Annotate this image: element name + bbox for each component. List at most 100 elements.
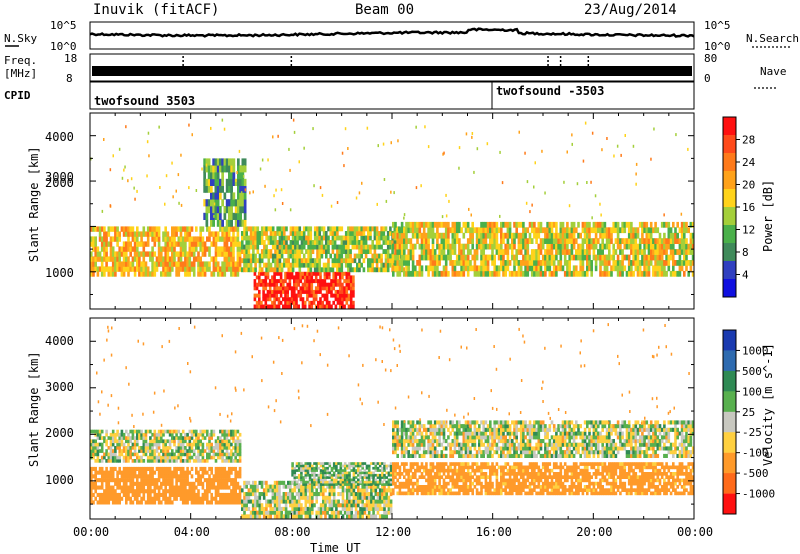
heatmap-cell xyxy=(398,227,402,234)
heatmap-cell xyxy=(360,244,363,250)
heatmap-cell xyxy=(566,238,569,244)
heatmap-cell xyxy=(466,270,470,277)
heatmap-cell xyxy=(164,470,167,475)
heatmap-cell xyxy=(667,243,671,250)
heatmap-cell xyxy=(118,485,121,490)
heatmap-cell xyxy=(273,488,277,493)
heatmap-cell xyxy=(276,226,279,232)
heatmap-cell xyxy=(370,488,373,493)
heatmap-cell xyxy=(533,270,536,277)
heatmap-cell xyxy=(525,201,528,205)
heatmap-cell xyxy=(291,492,294,497)
heatmap-cell xyxy=(243,506,246,511)
heatmap-cell xyxy=(326,471,329,475)
heatmap-cell xyxy=(581,265,585,272)
heatmap-cell xyxy=(236,470,240,475)
heatmap-cell xyxy=(548,221,552,228)
heatmap-cell xyxy=(354,484,358,489)
heatmap-cell xyxy=(273,194,275,198)
heatmap-cell xyxy=(271,495,275,500)
heatmap-cell xyxy=(289,244,293,250)
heatmap-cell xyxy=(544,270,547,277)
heatmap-cell xyxy=(346,510,349,515)
heatmap-cell xyxy=(136,496,139,501)
heatmap-cell xyxy=(131,466,135,471)
heatmap-cell xyxy=(511,249,514,255)
heatmap-cell xyxy=(131,474,135,479)
heatmap-cell xyxy=(92,266,95,272)
heatmap-cell xyxy=(383,464,386,468)
heatmap-cell xyxy=(645,270,649,277)
heatmap-cell xyxy=(319,304,322,309)
heatmap-cell xyxy=(236,241,240,247)
heatmap-cell xyxy=(245,226,248,232)
heatmap-cell xyxy=(302,483,305,486)
heatmap-cell xyxy=(118,432,121,437)
heatmap-cell xyxy=(302,235,306,241)
heatmap-cell xyxy=(120,452,124,457)
heatmap-cell xyxy=(125,481,128,486)
heatmap-cell xyxy=(367,258,370,264)
heatmap-cell xyxy=(116,496,119,501)
heatmap-cell xyxy=(594,221,598,228)
heatmap-cell xyxy=(506,265,510,272)
heatmap-cell xyxy=(299,275,303,280)
heatmap-cell xyxy=(519,270,523,277)
heatmap-cell xyxy=(517,249,521,255)
heatmap-cell xyxy=(329,226,332,232)
heatmap-cell xyxy=(347,253,350,259)
heatmap-cell xyxy=(500,260,503,266)
heatmap-cell xyxy=(316,244,319,250)
heatmap-cell xyxy=(146,174,148,178)
heatmap-cell xyxy=(350,480,353,485)
heatmap-cell xyxy=(216,470,220,475)
heatmap-cell xyxy=(181,485,185,490)
heatmap-cell xyxy=(221,271,224,277)
heatmap-cell xyxy=(225,442,229,447)
heatmap-cell xyxy=(400,249,404,255)
heatmap-cell xyxy=(317,279,320,284)
heatmap-cell xyxy=(175,266,178,272)
heatmap-cell xyxy=(359,476,362,479)
heatmap-cell xyxy=(186,226,189,232)
heatmap-cell xyxy=(232,231,235,237)
heatmap-cell xyxy=(647,238,651,244)
heatmap-cell xyxy=(367,249,370,254)
heatmap-cell xyxy=(171,489,174,494)
heatmap-cell xyxy=(184,251,187,257)
heatmap-cell xyxy=(405,260,408,266)
heatmap-cell xyxy=(236,492,240,497)
colorbar-segment xyxy=(723,279,736,298)
heatmap-cell xyxy=(100,455,104,460)
heatmap-cell xyxy=(348,473,351,477)
heatmap-cell xyxy=(223,192,227,200)
heatmap-cell xyxy=(234,481,237,486)
heatmap-cell xyxy=(219,466,222,471)
heatmap-cell xyxy=(199,432,202,437)
heatmap-cell xyxy=(621,254,624,261)
heatmap-cell xyxy=(632,249,635,255)
heatmap-cell xyxy=(287,235,290,241)
heatmap-cell xyxy=(338,235,341,241)
heatmap-cell xyxy=(425,243,428,250)
heatmap-cell xyxy=(203,172,206,180)
heatmap-cell xyxy=(249,253,253,259)
heatmap-cell xyxy=(236,442,240,447)
heatmap-cell xyxy=(332,300,335,305)
heatmap-cell xyxy=(265,253,268,259)
heatmap-cell xyxy=(526,270,530,277)
heatmap-cell xyxy=(325,262,328,268)
heatmap-cell xyxy=(294,253,297,259)
heatmap-cell xyxy=(282,484,286,489)
heatmap-cell xyxy=(271,293,274,298)
heatmap-cell xyxy=(223,432,227,437)
heatmap-cell xyxy=(552,221,556,228)
heatmap-cell xyxy=(407,221,410,228)
heatmap-cell xyxy=(632,238,635,244)
heatmap-cell xyxy=(155,436,159,440)
heatmap-cell xyxy=(171,436,174,440)
heatmap-cell xyxy=(691,249,695,255)
heatmap-cell xyxy=(201,266,205,272)
heatmap-cell xyxy=(111,449,115,453)
heatmap-cell xyxy=(378,231,381,236)
